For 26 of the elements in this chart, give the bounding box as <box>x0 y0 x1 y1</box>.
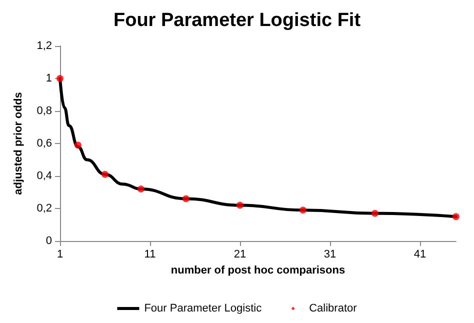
x-tick-label: 21 <box>234 248 246 260</box>
y-axis-title: adjusted prior odds <box>12 92 24 195</box>
y-tick-label: 0 <box>46 235 52 247</box>
x-tick-label: 31 <box>324 248 336 260</box>
point <box>300 206 306 214</box>
point <box>102 170 108 178</box>
y-tick-label: 0,8 <box>36 105 52 117</box>
legend-label: Calibrator <box>309 302 358 314</box>
x-tick-label: 11 <box>144 248 156 260</box>
y-tick-label: 0,6 <box>36 138 52 150</box>
y-tick-label: 0,2 <box>36 202 52 214</box>
y-tick-label: 0,4 <box>36 170 52 182</box>
y-tick-label: 1,2 <box>36 40 52 52</box>
y-tick-label: 1 <box>46 72 52 84</box>
legend-label: Four Parameter Logistic <box>144 302 262 314</box>
x-tick-label: 41 <box>414 248 426 260</box>
point <box>56 75 64 82</box>
point <box>452 213 460 220</box>
point <box>236 202 244 209</box>
x-tick-label: 1 <box>56 248 64 260</box>
x-axis-title: number of post hoc comparisons <box>170 264 346 276</box>
chart-title: Four Parameter Logistic Fit <box>113 10 362 31</box>
point <box>138 186 144 192</box>
point <box>74 142 82 149</box>
point <box>182 195 190 202</box>
point <box>372 210 378 217</box>
